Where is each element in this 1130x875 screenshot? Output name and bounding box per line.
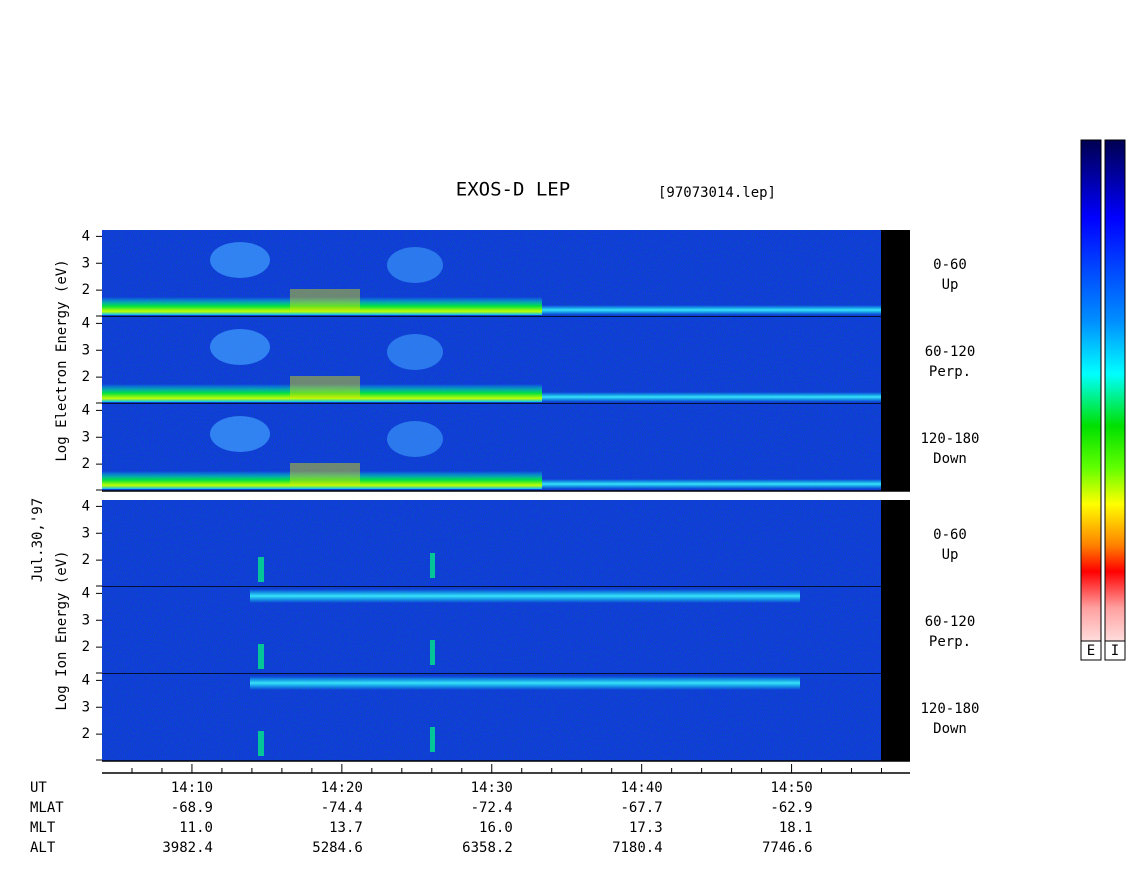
- orbit-value: 16.0: [479, 820, 513, 836]
- spectrogram-burst: [258, 644, 264, 669]
- y-tick-label: 2: [82, 552, 90, 568]
- y-axis-label: Log Ion Energy (eV): [54, 550, 70, 710]
- spectrogram-burst: [258, 731, 264, 756]
- panel-pitch-label: 60-120: [925, 614, 976, 630]
- y-tick-label: 4: [82, 672, 90, 688]
- orbit-value: -68.9: [171, 800, 213, 816]
- orbit-value: -74.4: [321, 800, 363, 816]
- panel-pitch-label: 120-180: [920, 701, 979, 717]
- y-tick-label: 2: [82, 282, 90, 298]
- spectrogram-band: [102, 297, 542, 315]
- panel-direction-label: Up: [942, 277, 959, 293]
- data-gap: [881, 587, 910, 674]
- panel-direction-label: Down: [933, 721, 967, 737]
- orbit-value: 18.1: [779, 820, 813, 836]
- data-gap: [881, 317, 910, 404]
- y-tick-label: 4: [82, 585, 90, 601]
- spectrogram-blob: [387, 334, 443, 370]
- orbit-value: 5284.6: [312, 840, 363, 856]
- panel-pitch-label: 0-60: [933, 257, 967, 273]
- panel-pitch-label: 60-120: [925, 344, 976, 360]
- y-tick-label: 4: [82, 498, 90, 514]
- spectrogram-streak: [250, 589, 800, 603]
- orbit-row-label: MLT: [30, 820, 56, 836]
- x-tick-label: 14:50: [770, 780, 812, 796]
- x-tick-label: 14:20: [321, 780, 363, 796]
- orbit-row-label: MLAT: [30, 800, 64, 816]
- panel-direction-label: Down: [933, 451, 967, 467]
- y-tick-label: 4: [82, 228, 90, 244]
- x-tick-label: 14:10: [171, 780, 213, 796]
- spectrogram-band: [542, 305, 881, 315]
- data-gap: [881, 674, 910, 761]
- colorbar: [1080, 139, 1102, 661]
- spectrogram-burst: [290, 376, 360, 398]
- spectrogram-blob: [210, 329, 270, 365]
- panel-direction-label: Up: [942, 547, 959, 563]
- panel-direction-label: Perp.: [929, 364, 971, 380]
- colorbar-label-box: [1080, 640, 1102, 661]
- y-tick-label: 3: [82, 699, 90, 715]
- orbit-value: -62.9: [770, 800, 812, 816]
- y-tick-label: 3: [82, 429, 90, 445]
- orbit-value: 17.3: [629, 820, 663, 836]
- y-tick-label: 3: [82, 255, 90, 271]
- spectrogram-band: [102, 384, 542, 402]
- spectrogram-burst: [290, 463, 360, 485]
- orbit-value: 7746.6: [762, 840, 813, 856]
- y-tick-label: 3: [82, 612, 90, 628]
- spectrogram-burst: [430, 640, 435, 665]
- spectrogram-band: [542, 392, 881, 402]
- orbit-value: 3982.4: [162, 840, 213, 856]
- orbit-value: 13.7: [329, 820, 363, 836]
- x-tick-label: 14:40: [621, 780, 663, 796]
- panel-direction-label: Perp.: [929, 634, 971, 650]
- spectrogram-blob: [210, 242, 270, 278]
- y-tick-label: 4: [82, 402, 90, 418]
- spectrogram-band: [542, 479, 881, 489]
- data-gap: [881, 500, 910, 587]
- spectrogram-burst: [290, 289, 360, 311]
- panel-pitch-label: 0-60: [933, 527, 967, 543]
- colorbar-label-box: [1104, 640, 1126, 661]
- spectrogram-burst: [430, 553, 435, 578]
- orbit-row-label: ALT: [30, 840, 56, 856]
- colorbar-label: I: [1111, 643, 1119, 659]
- spectrogram-texture: [102, 500, 881, 587]
- orbit-value: 6358.2: [462, 840, 513, 856]
- orbit-value: -67.7: [621, 800, 663, 816]
- spectrogram-blob: [387, 247, 443, 283]
- file-label: [97073014.lep]: [658, 185, 776, 201]
- y-tick-label: 2: [82, 639, 90, 655]
- data-gap: [881, 404, 910, 491]
- y-tick-label: 2: [82, 456, 90, 472]
- orbit-value: 11.0: [179, 820, 213, 836]
- orbit-value: -72.4: [471, 800, 513, 816]
- orbit-value: 7180.4: [612, 840, 663, 856]
- spectrogram-streak: [250, 676, 800, 690]
- spectrogram-burst: [430, 727, 435, 752]
- spectrogram-blob: [210, 416, 270, 452]
- orbit-row-label: UT: [30, 780, 47, 796]
- spectrogram-burst: [258, 557, 264, 582]
- y-tick-label: 3: [82, 525, 90, 541]
- panel-pitch-label: 120-180: [920, 431, 979, 447]
- data-gap: [881, 230, 910, 317]
- colorbar: [1104, 139, 1126, 661]
- y-tick-label: 2: [82, 726, 90, 742]
- colorbar-label: E: [1087, 643, 1095, 659]
- x-tick-label: 14:30: [471, 780, 513, 796]
- spectrogram-blob: [387, 421, 443, 457]
- spectrogram-band: [102, 471, 542, 489]
- y-tick-label: 4: [82, 315, 90, 331]
- y-tick-label: 3: [82, 342, 90, 358]
- y-axis-label: Log Electron Energy (eV): [54, 259, 70, 461]
- chart-title: EXOS-D LEP: [456, 179, 570, 201]
- y-tick-label: 2: [82, 369, 90, 385]
- date-label: Jul.30,'97: [30, 498, 46, 582]
